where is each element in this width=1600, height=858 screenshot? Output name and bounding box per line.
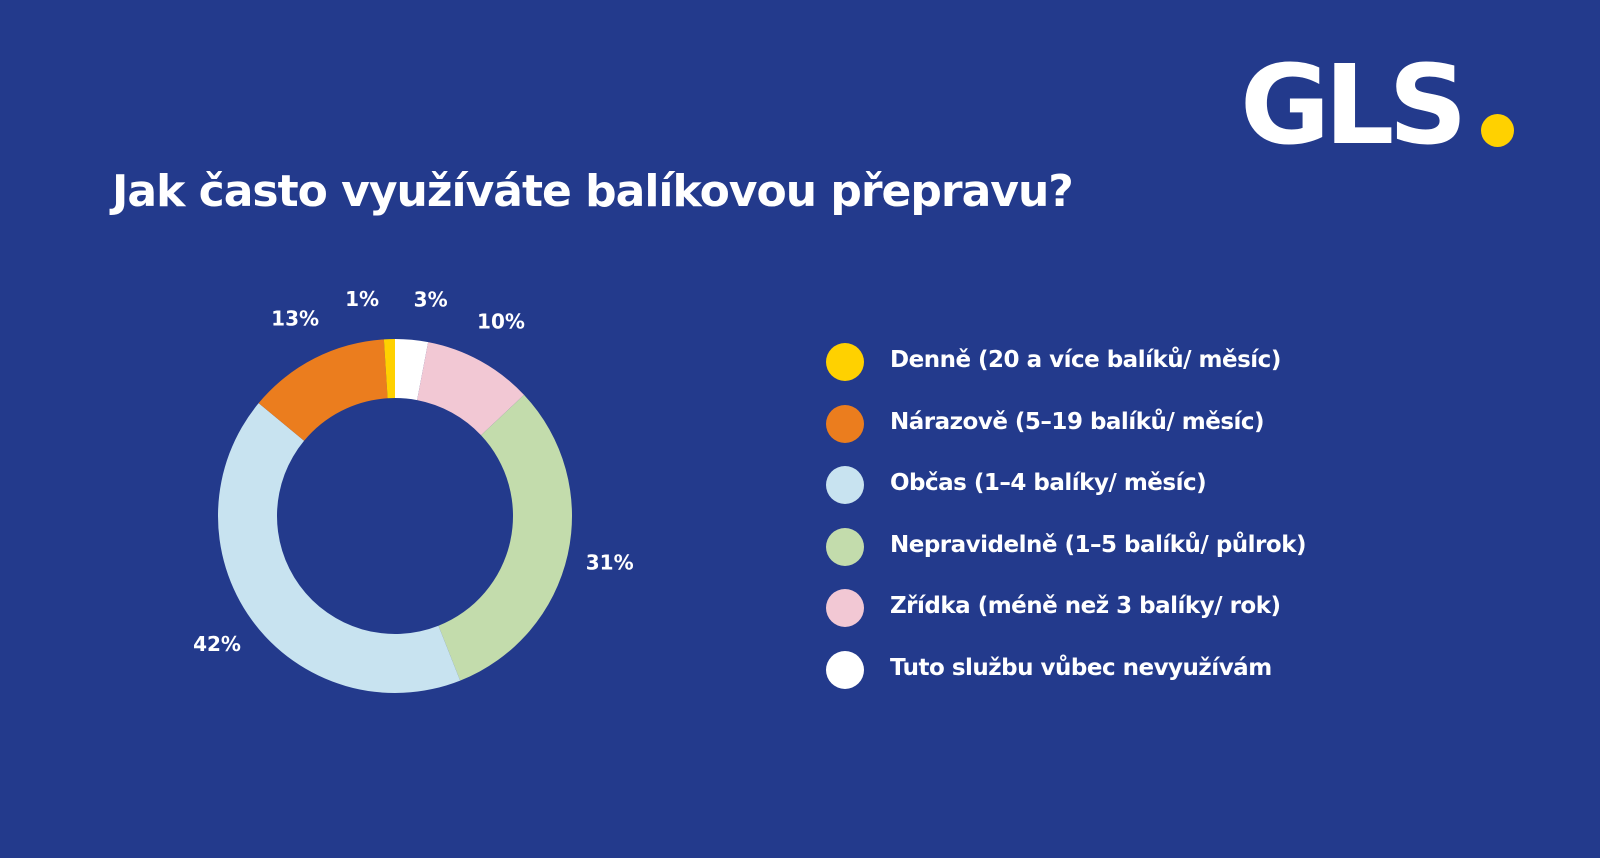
donut-chart-svg: 3% 10% 31% 42% 13% 1% [193, 287, 634, 694]
gls-logo: GLS [1240, 45, 1520, 165]
legend-label-5: Tuto službu vůbec nevyužívám [890, 654, 1272, 681]
page-title: Jak často využíváte balíkovou přepravu? [112, 166, 1074, 217]
legend-item-5: Tuto službu vůbec nevyužívám [826, 650, 1306, 713]
legend-swatch-1 [826, 404, 864, 443]
legend-item-1: Nárazově (5–19 balíků/ měsíc) [826, 404, 1306, 467]
legend-label-4: Zřídka (méně než 3 balíky/ rok) [890, 593, 1281, 619]
legend-swatch-5 [826, 650, 864, 689]
donut-slice-3 [438, 394, 572, 681]
legend-label-2: Občas (1–4 balíky/ měsíc) [890, 470, 1207, 496]
slice-value-label-3: 31% [586, 550, 634, 574]
logo-dot [1481, 114, 1514, 147]
legend-item-2: Občas (1–4 balíky/ měsíc) [826, 466, 1306, 528]
legend-item-4: Zřídka (méně než 3 balíky/ rok) [826, 589, 1306, 651]
donut-slice-0 [383, 339, 395, 399]
slice-value-label-0: 1% [345, 287, 379, 311]
chart-legend: Denně (20 a více balíků/ měsíc) Nárazově … [826, 343, 1307, 713]
legend-label-3: Nepravidelně (1–5 balíků/ půlrok) [890, 531, 1307, 558]
legend-swatch-3 [826, 527, 864, 566]
slice-value-label-4: 10% [477, 310, 525, 334]
logo-text: GLS [1240, 41, 1468, 169]
legend-swatch-0 [826, 343, 864, 381]
slice-value-label-5: 3% [414, 287, 448, 311]
legend-label-1: Nárazově (5–19 balíků/ měsíc) [890, 408, 1265, 435]
donut-slice-1 [258, 339, 388, 441]
legend-label-0: Denně (20 a více balíků/ měsíc) [890, 347, 1281, 373]
donut-slice-5 [395, 339, 429, 401]
legend-swatch-4 [826, 589, 864, 627]
legend-item-3: Nepravidelně (1–5 balíků/ půlrok) [826, 527, 1307, 590]
legend-item-0: Denně (20 a více balíků/ měsíc) [826, 343, 1306, 405]
legend-swatch-2 [826, 466, 864, 504]
slice-value-label-1: 13% [271, 306, 319, 330]
donut-slice-4 [417, 342, 525, 436]
donut-chart: 3% 10% 31% 42% 13% 1% [160, 270, 680, 730]
donut-slice-2 [217, 403, 461, 694]
slice-value-label-2: 42% [193, 632, 241, 656]
